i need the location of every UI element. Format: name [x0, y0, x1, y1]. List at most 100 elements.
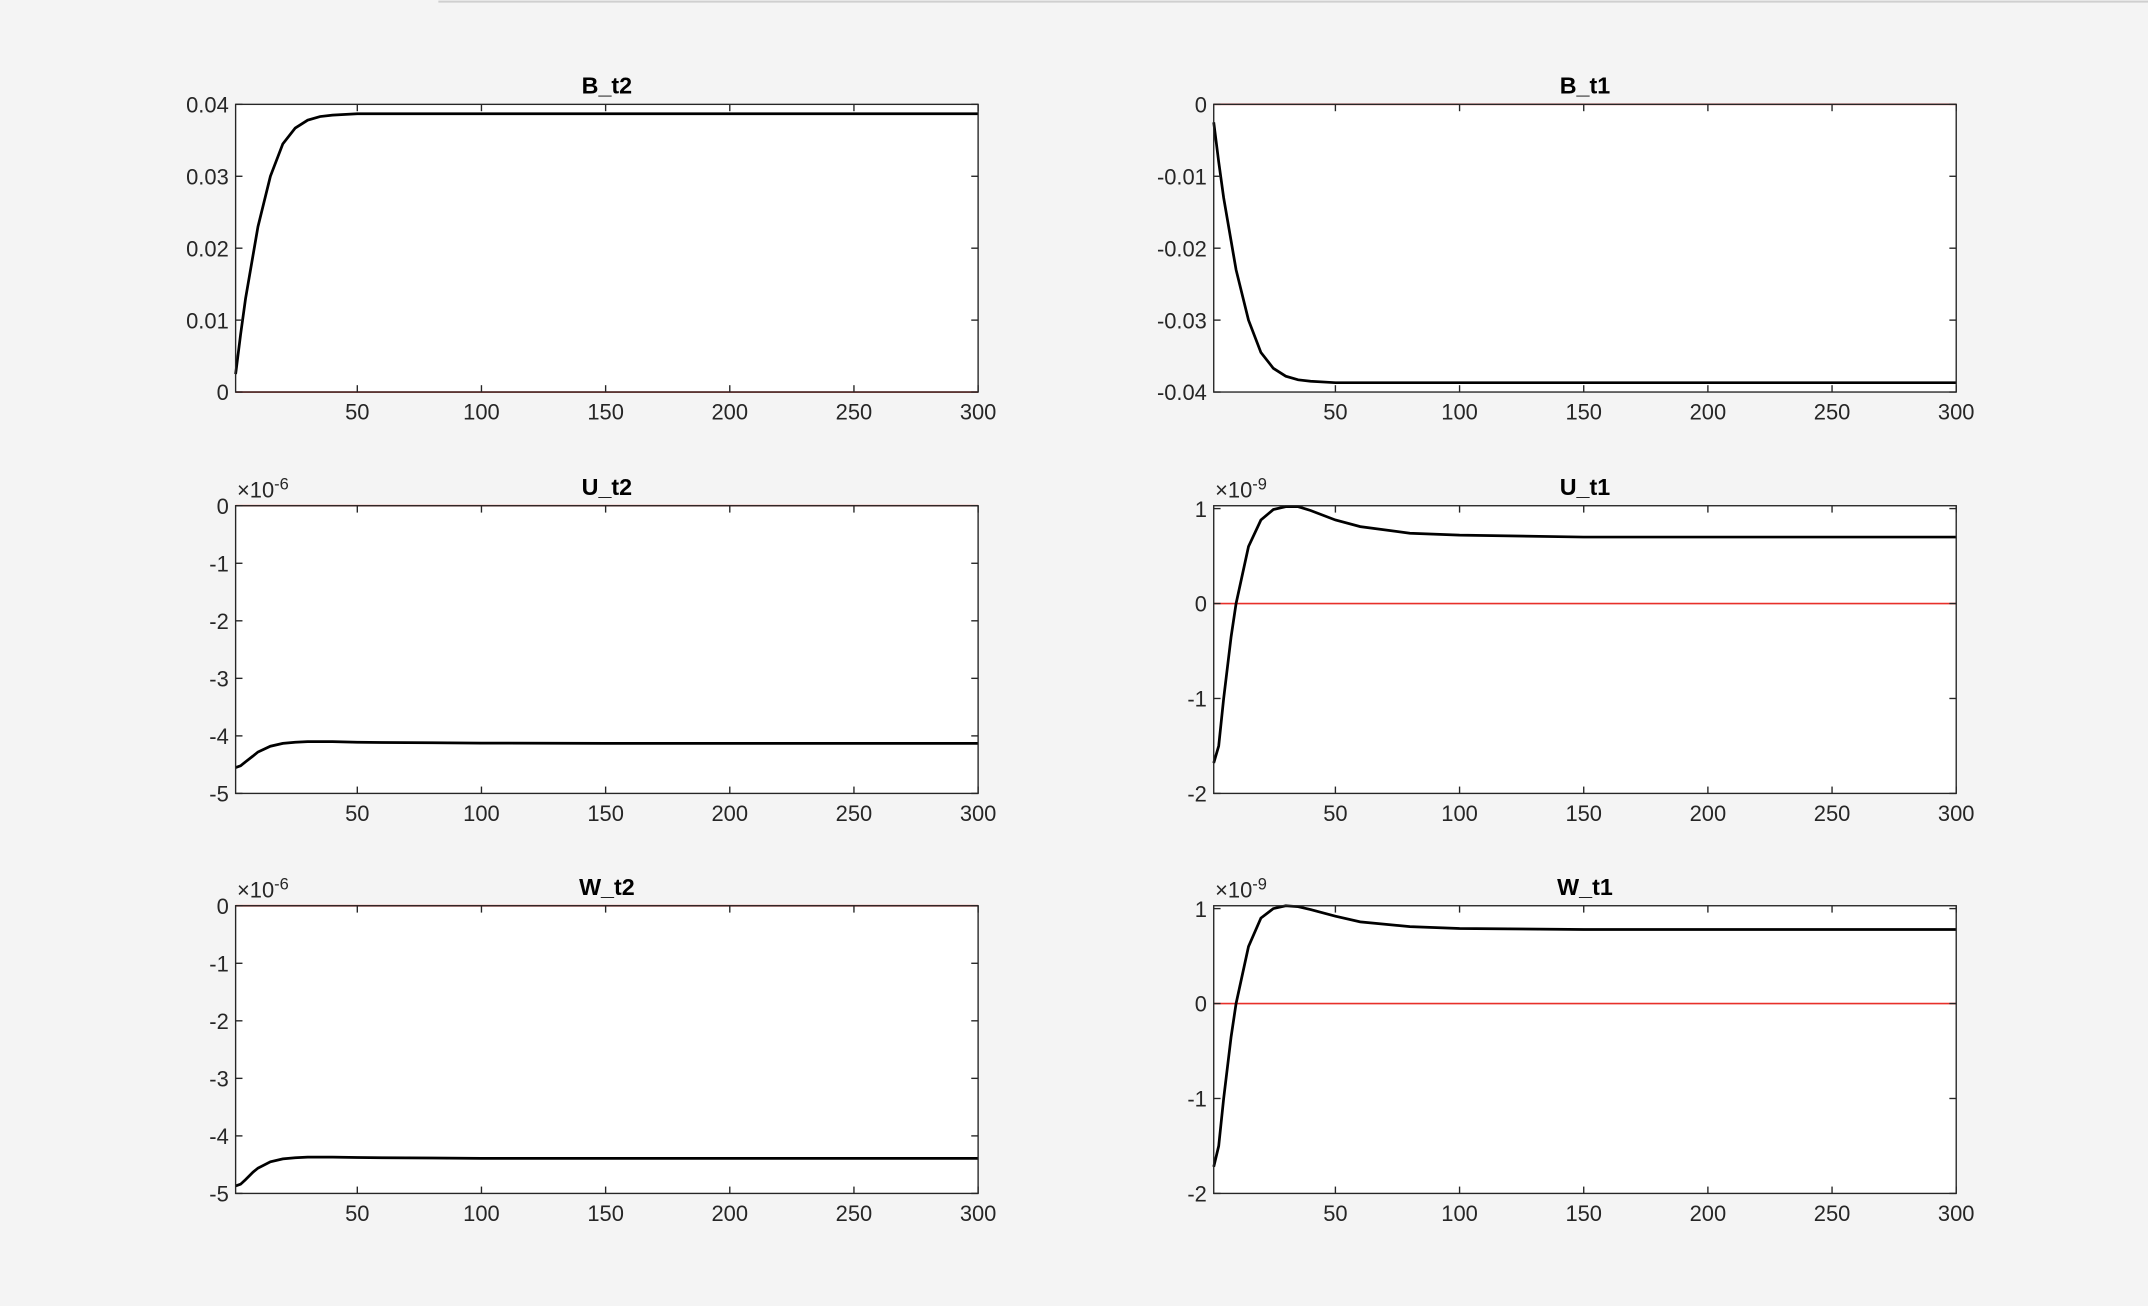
y-tick-label: -4 — [209, 1124, 228, 1149]
x-tick-label: 300 — [960, 399, 997, 424]
multiplier-base: ×10 — [237, 478, 274, 503]
chart-title: B_t1 — [1560, 72, 1610, 98]
y-tick-label: -3 — [209, 1067, 228, 1092]
plot-area — [1213, 505, 1957, 794]
x-tick-label: 100 — [1441, 801, 1478, 826]
x-tick-label: 250 — [1814, 399, 1851, 424]
series-line — [1212, 505, 1957, 764]
y-tick-label: -0.03 — [1157, 308, 1207, 333]
x-tick-label: 150 — [1565, 399, 1602, 424]
series-line — [1212, 122, 1957, 385]
y-tick-label: 0 — [1195, 592, 1207, 617]
y-tick-label: 0 — [217, 894, 229, 919]
chart-title: U_t2 — [582, 474, 632, 500]
y-tick-label: -2 — [1187, 1182, 1206, 1207]
x-tick-label: 50 — [345, 801, 369, 826]
y-tick-label: 1 — [1195, 897, 1207, 922]
axes-box — [234, 905, 979, 1195]
x-tick-label: 50 — [1323, 1201, 1347, 1226]
x-tick-label: 150 — [587, 1201, 624, 1226]
x-tick-label: 250 — [1814, 1201, 1851, 1226]
y-multiplier: ×10-9 — [1215, 475, 1267, 502]
plot-area — [235, 905, 979, 1194]
y-tick-label: 0 — [1195, 992, 1207, 1017]
x-tick-label: 50 — [1323, 399, 1347, 424]
x-tick-label: 300 — [960, 801, 997, 826]
multiplier-exponent: -9 — [1252, 875, 1267, 893]
y-multiplier: ×10-6 — [237, 475, 289, 502]
plot-area — [1213, 104, 1957, 393]
x-tick-label: 300 — [1938, 801, 1975, 826]
y-tick-label: -1 — [1187, 1087, 1206, 1112]
y-tick-label: -1 — [209, 551, 228, 576]
chart-title: W_t1 — [1557, 874, 1613, 900]
x-tick-label: 300 — [960, 1201, 997, 1226]
x-tick-label: 100 — [1441, 1201, 1478, 1226]
y-tick-label: -2 — [209, 609, 228, 634]
y-tick-label: -2 — [1187, 782, 1206, 807]
y-tick-label: -1 — [209, 952, 228, 977]
x-tick-label: 150 — [587, 801, 624, 826]
x-tick-label: 50 — [345, 399, 369, 424]
y-tick-label: 0.02 — [186, 236, 229, 261]
plot-area — [1213, 905, 1957, 1194]
y-tick-label: -0.02 — [1157, 236, 1207, 261]
series-line — [235, 740, 979, 769]
multiplier-exponent: -6 — [274, 475, 289, 493]
y-tick-label: 0 — [217, 380, 229, 405]
axes-box — [1213, 505, 1957, 795]
x-tick-label: 300 — [1938, 1201, 1975, 1226]
multiplier-exponent: -6 — [274, 875, 289, 893]
y-tick-label: 0.01 — [186, 308, 229, 333]
plot-area — [235, 104, 979, 393]
x-tick-label: 200 — [1690, 399, 1727, 424]
x-tick-label: 250 — [1814, 801, 1851, 826]
multiplier-base: ×10 — [1215, 878, 1252, 903]
y-tick-label: -3 — [209, 667, 228, 692]
y-tick-label: -0.01 — [1157, 164, 1207, 189]
multiplier-exponent: -9 — [1252, 475, 1267, 493]
y-tick-label: -0.04 — [1157, 380, 1207, 405]
y-tick-label: -5 — [209, 1182, 228, 1207]
x-tick-label: 300 — [1938, 399, 1975, 424]
x-tick-label: 200 — [1690, 1201, 1727, 1226]
series-line — [235, 1155, 979, 1188]
x-tick-label: 100 — [1441, 399, 1478, 424]
x-tick-label: 150 — [1565, 801, 1602, 826]
y-tick-label: 1 — [1195, 497, 1207, 522]
x-tick-label: 100 — [463, 399, 500, 424]
y-tick-label: -4 — [209, 724, 228, 749]
y-tick-label: 0.04 — [186, 93, 229, 118]
x-tick-label: 50 — [345, 1201, 369, 1226]
y-multiplier: ×10-6 — [237, 875, 289, 902]
y-tick-label: 0 — [1195, 93, 1207, 118]
x-tick-label: 50 — [1323, 801, 1347, 826]
x-tick-label: 100 — [463, 1201, 500, 1226]
y-tick-label: 0.03 — [186, 164, 229, 189]
x-tick-label: 150 — [587, 399, 624, 424]
x-tick-label: 150 — [1565, 1201, 1602, 1226]
x-tick-label: 250 — [836, 1201, 873, 1226]
x-tick-label: 200 — [1690, 801, 1727, 826]
series-line — [1212, 904, 1957, 1168]
plot-area — [235, 505, 979, 794]
x-tick-label: 250 — [836, 801, 873, 826]
multiplier-base: ×10 — [1215, 478, 1252, 503]
x-tick-label: 200 — [712, 1201, 749, 1226]
y-tick-label: -1 — [1187, 687, 1206, 712]
axes-box — [1213, 905, 1957, 1195]
series-line — [234, 112, 979, 375]
axes-box — [234, 505, 979, 795]
x-tick-label: 100 — [463, 801, 500, 826]
chart-title: W_t2 — [579, 874, 635, 900]
x-tick-label: 200 — [712, 801, 749, 826]
chart-title: B_t2 — [582, 72, 632, 98]
y-multiplier: ×10-9 — [1215, 875, 1267, 902]
y-tick-label: -2 — [209, 1009, 228, 1034]
x-tick-label: 250 — [836, 399, 873, 424]
multiplier-base: ×10 — [237, 878, 274, 903]
x-tick-label: 200 — [712, 399, 749, 424]
chart-title: U_t1 — [1560, 474, 1610, 500]
